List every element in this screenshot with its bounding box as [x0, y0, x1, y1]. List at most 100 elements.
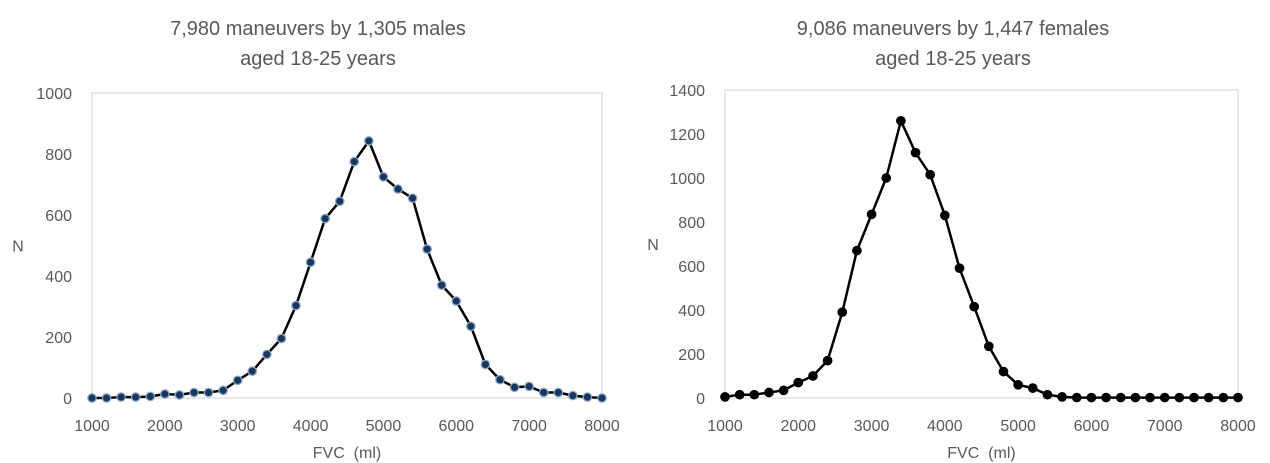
male-x-tick-label: 3000	[220, 418, 256, 435]
male-x-tick-label: 8000	[584, 418, 620, 435]
male-data-point	[247, 366, 258, 377]
male-data-point	[87, 393, 97, 403]
male-series-line	[92, 139, 603, 400]
male-x-tick-label: 2000	[147, 418, 183, 435]
male-data-point	[334, 196, 345, 207]
male-data-point	[349, 156, 360, 167]
male-data-point	[130, 392, 141, 402]
female-data-point	[1101, 392, 1111, 403]
male-fvc-chart: 7,980 maneuvers by 1,305 males aged 18-25…	[12, 18, 620, 462]
male-x-tick-label: 7000	[511, 418, 547, 435]
male-data-point	[320, 213, 330, 224]
female-x-tick-label: 1000	[707, 418, 743, 435]
female-x-axis-title: FVC (ml)	[947, 445, 1015, 462]
male-x-tick-label: 4000	[293, 418, 329, 435]
male-data-point	[393, 184, 403, 194]
female-data-point	[808, 371, 818, 381]
female-x-tick-label: 3000	[854, 418, 890, 435]
female-data-point	[1130, 392, 1141, 403]
female-data-point	[954, 263, 965, 274]
male-data-point	[145, 391, 156, 402]
female-data-point	[896, 115, 906, 126]
female-data-point	[925, 169, 936, 180]
female-x-tick-label: 4000	[927, 418, 963, 435]
female-data-point	[764, 387, 774, 398]
female-x-tick-label: 5000	[1000, 418, 1036, 435]
male-y-tick-label: 600	[45, 208, 72, 225]
female-data-point	[793, 377, 804, 388]
female-y-axis-title: N	[647, 237, 659, 254]
male-y-tick-label: 0	[63, 391, 72, 408]
male-data-point	[597, 393, 607, 403]
female-data-point	[1013, 379, 1023, 390]
male-data-point	[160, 389, 170, 399]
female-data-point	[1145, 392, 1155, 403]
male-data-point	[553, 387, 564, 398]
male-data-point	[291, 300, 301, 311]
female-data-point	[1233, 392, 1243, 403]
female-x-tick-label: 7000	[1147, 418, 1183, 435]
male-data-point	[218, 385, 228, 396]
female-y-tick-label: 600	[678, 259, 705, 276]
male-x-tick-label: 1000	[74, 418, 110, 435]
female-data-point	[778, 385, 789, 396]
female-data-point	[1057, 392, 1067, 402]
male-y-tick-label: 400	[45, 269, 72, 286]
female-chart-title-line-2: aged 18-25 years	[875, 48, 1031, 70]
female-x-tick-label: 2000	[780, 418, 816, 435]
female-data-point	[720, 392, 730, 402]
male-y-tick-label: 800	[45, 147, 72, 164]
female-data-point	[1159, 392, 1170, 403]
male-data-point	[262, 349, 272, 360]
male-data-point	[276, 333, 287, 344]
female-data-point	[1189, 392, 1199, 403]
female-data-point	[822, 355, 833, 366]
male-data-point	[203, 387, 214, 398]
male-data-point	[568, 390, 578, 401]
female-data-point	[983, 341, 994, 352]
female-data-point	[1115, 392, 1126, 403]
male-data-point	[509, 382, 520, 393]
female-y-tick-label: 400	[678, 303, 705, 320]
male-data-point	[116, 392, 126, 402]
male-data-point	[524, 381, 534, 392]
male-plot-area-border	[91, 92, 603, 399]
female-series-line	[724, 119, 1238, 399]
male-data-point	[480, 359, 491, 370]
male-chart-svg: 7,980 maneuvers by 1,305 males aged 18-25…	[12, 18, 620, 462]
male-data-point	[407, 193, 418, 204]
male-data-point	[305, 257, 316, 268]
male-y-tick-label: 1000	[36, 86, 72, 103]
female-chart-title-line-1: 9,086 maneuvers by 1,447 females	[797, 18, 1109, 40]
female-data-point	[940, 210, 950, 221]
female-plot-area-border	[724, 89, 1239, 399]
female-data-point	[1086, 392, 1097, 403]
female-data-point	[1218, 392, 1229, 403]
female-x-tick-label: 8000	[1220, 418, 1256, 435]
female-data-point	[910, 147, 921, 158]
male-y-axis-title: N	[12, 239, 24, 256]
female-data-point	[998, 366, 1009, 377]
female-data-point	[1042, 389, 1053, 400]
female-y-tick-label: 1000	[669, 171, 705, 188]
female-data-point	[837, 307, 848, 318]
male-chart-title-line-2: aged 18-25 years	[240, 48, 396, 70]
male-data-point	[189, 387, 199, 398]
male-data-point	[364, 136, 374, 146]
female-data-point	[1027, 383, 1038, 393]
female-y-tick-label: 800	[678, 215, 705, 232]
male-data-point	[582, 392, 593, 402]
male-x-axis-title: FVC (ml)	[313, 445, 381, 462]
female-y-tick-label: 0	[696, 391, 705, 408]
male-data-point	[451, 296, 462, 306]
female-data-point	[969, 301, 980, 312]
male-data-point	[174, 390, 185, 400]
male-x-tick-label: 6000	[438, 418, 474, 435]
male-data-point	[495, 374, 505, 385]
female-data-point	[852, 245, 862, 256]
male-data-point	[436, 280, 447, 290]
male-chart-title-line-1: 7,980 maneuvers by 1,305 males	[170, 18, 466, 40]
male-data-point	[538, 387, 549, 398]
male-y-tick-label: 200	[45, 330, 72, 347]
